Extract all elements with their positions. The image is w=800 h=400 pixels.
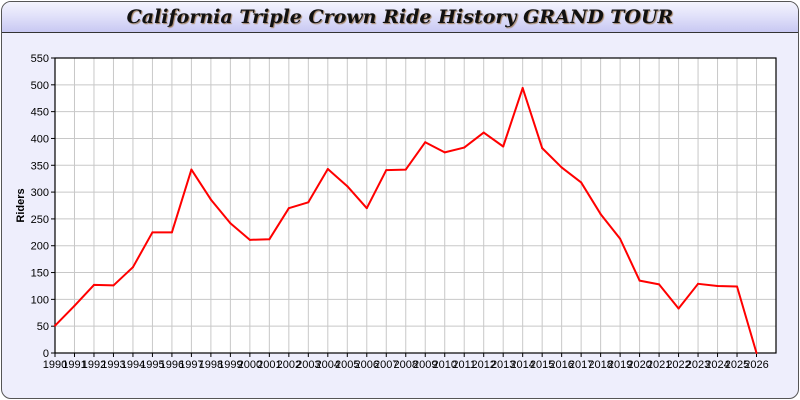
data-point (365, 207, 368, 210)
x-tick-label: 2013 (491, 359, 515, 371)
x-tick-label: 1999 (218, 359, 242, 371)
data-point (755, 352, 758, 354)
x-tick-label: 2026 (744, 359, 768, 371)
x-tick-label: 1996 (160, 359, 184, 371)
data-point (580, 181, 583, 184)
y-tick-label: 100 (31, 294, 49, 306)
data-point (268, 238, 271, 241)
x-tick-label: 2011 (452, 359, 476, 371)
x-tick-label: 2022 (666, 359, 690, 371)
data-point (112, 284, 115, 287)
x-tick-label: 1993 (101, 359, 125, 371)
x-tick-label: 2016 (549, 359, 573, 371)
x-tick-label: 1991 (62, 359, 86, 371)
x-tick-label: 2004 (316, 359, 340, 371)
chart-title: California Triple Crown Ride History GRA… (126, 6, 674, 28)
data-point (541, 147, 544, 150)
data-point (658, 283, 661, 286)
data-point (209, 198, 212, 201)
data-point (619, 237, 622, 240)
x-tick-label: 2018 (588, 359, 612, 371)
data-point (502, 145, 505, 148)
y-tick-label: 200 (31, 241, 49, 253)
x-tick-label: 2006 (355, 359, 379, 371)
y-tick-label: 250 (31, 214, 49, 226)
x-tick-label: 1992 (82, 359, 106, 371)
x-tick-label: 2002 (277, 359, 301, 371)
data-point (170, 231, 173, 234)
y-tick-label: 550 (31, 53, 49, 65)
x-tick-label: 2014 (510, 359, 534, 371)
x-tick-label: 2012 (471, 359, 495, 371)
x-tick-label: 2019 (608, 359, 632, 371)
y-tick-label: 450 (31, 107, 49, 119)
x-tick-label: 2000 (238, 359, 262, 371)
x-tick-label: 2001 (257, 359, 281, 371)
x-tick-label: 2023 (686, 359, 710, 371)
data-point (92, 283, 95, 286)
x-tick-label: 2008 (394, 359, 418, 371)
data-point (482, 131, 485, 134)
data-point (54, 324, 56, 327)
x-tick-label: 2007 (374, 359, 398, 371)
data-point (716, 284, 719, 287)
x-tick-label: 1990 (43, 359, 67, 371)
x-tick-label: 1998 (199, 359, 223, 371)
y-tick-label: 150 (31, 268, 49, 280)
data-point (443, 151, 446, 154)
y-tick-label: 500 (31, 80, 49, 92)
x-tick-label: 2015 (530, 359, 554, 371)
x-tick-label: 2025 (725, 359, 749, 371)
data-point (677, 307, 680, 310)
x-tick-label: 2010 (432, 359, 456, 371)
data-point (424, 141, 427, 144)
data-point (560, 166, 563, 169)
data-point (73, 304, 76, 307)
data-point (697, 282, 700, 285)
data-point (131, 266, 134, 269)
chart-header: California Triple Crown Ride History GRA… (2, 2, 798, 33)
data-point (248, 238, 251, 241)
x-tick-label: 1994 (121, 359, 145, 371)
data-point (385, 169, 388, 172)
data-point (229, 222, 232, 225)
y-tick-label: 300 (31, 187, 49, 199)
y-tick-label: 350 (31, 160, 49, 172)
data-point (346, 185, 349, 188)
x-tick-label: 1997 (179, 359, 203, 371)
x-tick-label: 2024 (705, 359, 729, 371)
data-point (287, 207, 290, 210)
data-point (521, 87, 524, 90)
plot-border (54, 57, 777, 354)
x-tick-label: 2009 (413, 359, 437, 371)
plot-area (55, 58, 776, 353)
x-tick-label: 1995 (140, 359, 164, 371)
data-point (404, 168, 407, 171)
x-tick-label: 2005 (335, 359, 359, 371)
x-tick-label: 2003 (296, 359, 320, 371)
x-tick-label: 2017 (569, 359, 593, 371)
y-tick-label: 0 (43, 348, 49, 360)
data-point (190, 168, 193, 171)
data-point (736, 285, 739, 288)
data-point (463, 146, 466, 149)
data-point (599, 213, 602, 216)
data-point (151, 231, 154, 234)
data-point (638, 279, 641, 282)
x-tick-label: 2020 (627, 359, 651, 371)
x-tick-label: 2021 (647, 359, 671, 371)
data-point (307, 201, 310, 204)
y-tick-label: 400 (31, 133, 49, 145)
y-axis-label: Riders (15, 188, 27, 222)
data-point (326, 168, 329, 171)
y-tick-label: 50 (37, 321, 49, 333)
